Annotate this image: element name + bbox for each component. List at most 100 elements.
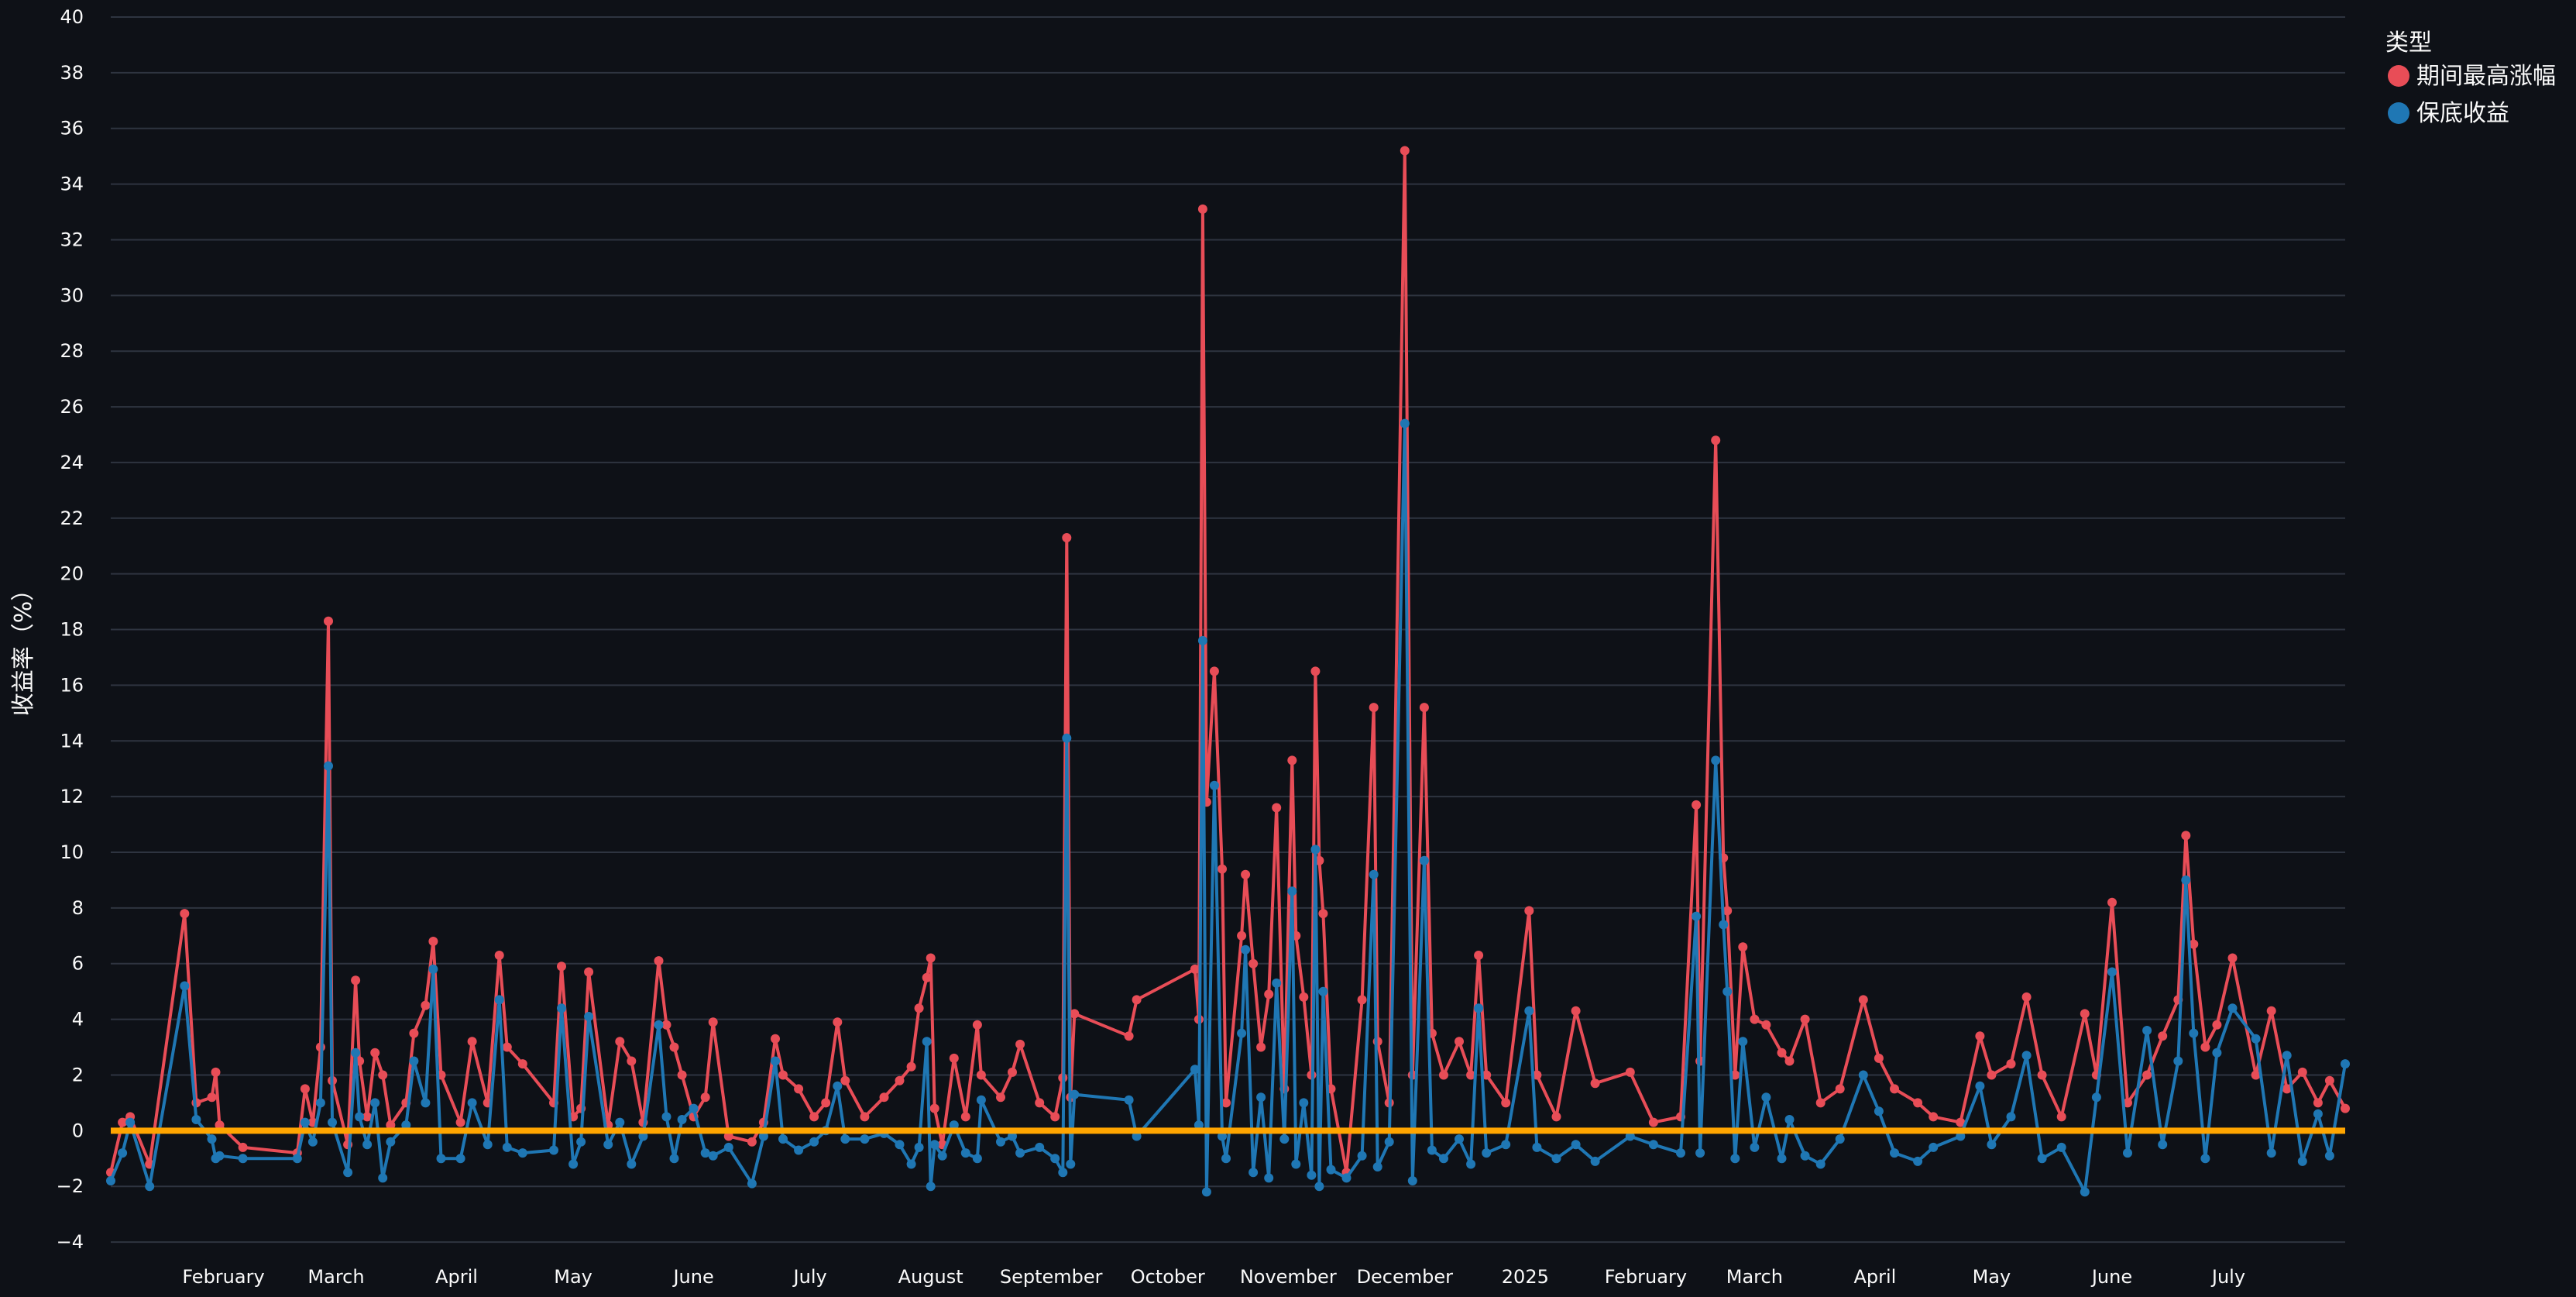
data-point xyxy=(549,1145,558,1155)
y-tick-label: 26 xyxy=(60,396,84,418)
data-point xyxy=(1221,1154,1231,1164)
data-point xyxy=(1815,1098,1826,1108)
data-point xyxy=(677,1070,687,1080)
data-point xyxy=(2006,1059,2016,1069)
y-tick-label: 16 xyxy=(60,674,84,696)
data-point xyxy=(2123,1148,2132,1158)
data-point xyxy=(1455,1134,1464,1144)
data-point xyxy=(1341,1173,1352,1183)
data-point xyxy=(1551,1154,1561,1164)
data-point xyxy=(669,1042,679,1052)
data-point xyxy=(1190,1065,1200,1075)
data-point xyxy=(840,1075,850,1085)
data-point xyxy=(1711,755,1721,765)
data-point xyxy=(1256,1092,1266,1103)
data-point xyxy=(1466,1159,1476,1169)
data-point xyxy=(118,1148,128,1158)
data-point xyxy=(300,1117,310,1127)
data-point xyxy=(860,1112,870,1122)
data-point xyxy=(2297,1067,2307,1077)
data-point xyxy=(1264,989,1274,999)
data-point xyxy=(1194,1120,1204,1130)
data-point xyxy=(976,1095,986,1105)
legend[interactable]: 类型 期间最高涨幅 保底收益 xyxy=(2385,29,2556,127)
data-point xyxy=(576,1137,586,1147)
data-point xyxy=(914,1003,924,1013)
data-point xyxy=(2181,875,2191,885)
legend-item-guaranteed-return[interactable]: 保底收益 xyxy=(2388,100,2509,127)
x-tick-label: April xyxy=(435,1266,478,1288)
data-point xyxy=(1357,995,1367,1005)
data-point xyxy=(833,1017,843,1027)
data-point xyxy=(922,972,932,982)
data-point xyxy=(351,975,361,986)
data-point xyxy=(771,1034,780,1044)
data-point xyxy=(1299,992,1309,1002)
data-point xyxy=(2313,1109,2323,1119)
data-point xyxy=(355,1112,365,1122)
data-point xyxy=(1050,1112,1060,1122)
legend-item-max-gain[interactable]: 期间最高涨幅 xyxy=(2388,63,2556,90)
y-tick-label: −2 xyxy=(57,1175,84,1197)
data-point xyxy=(1299,1098,1309,1108)
data-point xyxy=(315,1098,325,1108)
data-point xyxy=(238,1142,248,1152)
data-point xyxy=(2227,953,2238,963)
data-point xyxy=(1221,1098,1231,1108)
data-point xyxy=(428,937,438,946)
data-point xyxy=(1209,666,1219,676)
data-point xyxy=(821,1098,831,1108)
data-point xyxy=(467,1098,477,1108)
data-point xyxy=(1532,1142,1542,1152)
data-point xyxy=(906,1061,916,1072)
data-point xyxy=(378,1173,388,1183)
data-point xyxy=(627,1056,637,1066)
x-tick-label: February xyxy=(1605,1266,1687,1288)
data-point xyxy=(1237,931,1247,941)
data-point xyxy=(2282,1084,2292,1094)
data-point xyxy=(2056,1142,2066,1152)
data-point xyxy=(1070,1089,1080,1099)
data-point xyxy=(723,1142,733,1152)
data-point xyxy=(328,1117,337,1127)
data-point xyxy=(428,964,438,974)
data-point xyxy=(1407,1176,1417,1185)
data-point xyxy=(1913,1156,1923,1166)
data-point xyxy=(2200,1154,2210,1164)
x-tick-label: October xyxy=(1131,1266,1205,1288)
data-point xyxy=(1287,886,1297,896)
data-point xyxy=(1209,780,1219,790)
y-tick-label: 18 xyxy=(60,619,84,641)
data-point xyxy=(557,1003,566,1013)
data-point xyxy=(386,1137,396,1147)
data-point xyxy=(794,1145,804,1155)
data-point xyxy=(1858,1070,1868,1080)
data-point xyxy=(584,1012,594,1021)
data-point xyxy=(949,1053,959,1063)
data-point xyxy=(638,1131,648,1141)
data-point xyxy=(2189,939,2199,949)
data-point xyxy=(1929,1142,1939,1152)
data-point xyxy=(2341,1103,2350,1113)
data-point xyxy=(895,1075,905,1085)
data-point xyxy=(1369,869,1379,879)
data-point xyxy=(1625,1131,1635,1141)
y-tick-label: 30 xyxy=(60,284,84,306)
data-point xyxy=(351,1048,361,1058)
data-point xyxy=(517,1059,527,1069)
data-point xyxy=(1058,1168,1068,1178)
data-point xyxy=(1249,958,1259,968)
data-point xyxy=(926,953,936,963)
data-point xyxy=(211,1067,221,1077)
data-point xyxy=(378,1070,388,1080)
data-point xyxy=(409,1028,419,1038)
data-point xyxy=(2266,1006,2276,1016)
data-point xyxy=(1357,1151,1367,1161)
data-point xyxy=(2297,1156,2307,1166)
data-point xyxy=(1218,864,1227,874)
data-point xyxy=(180,909,190,919)
data-point xyxy=(1439,1070,1448,1080)
x-tick-label: December xyxy=(1357,1266,1454,1288)
data-point xyxy=(1874,1106,1884,1116)
data-point xyxy=(2142,1026,2152,1035)
